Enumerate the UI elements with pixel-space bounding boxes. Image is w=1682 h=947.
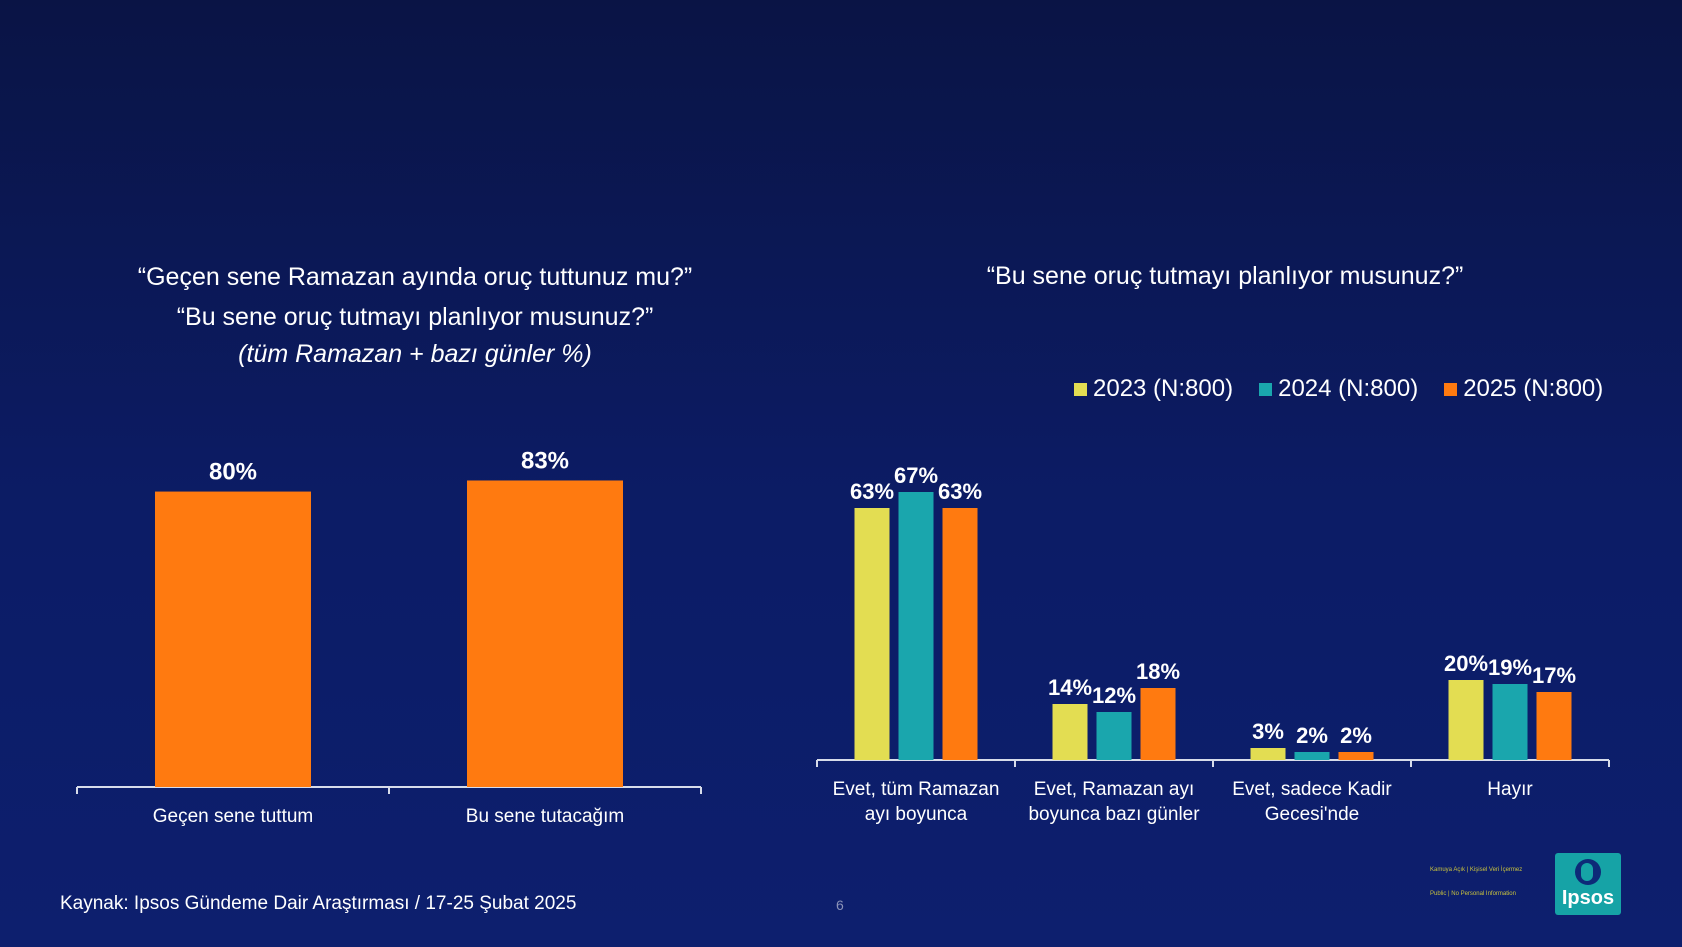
- right-category-label: Evet, sadece Kadir: [1232, 779, 1392, 800]
- left-title-subtitle: (tüm Ramazan + bazı günler %): [238, 340, 592, 368]
- source-note: Kaynak: Ipsos Gündeme Dair Araştırması /…: [60, 893, 577, 914]
- right-bar-2024: [1096, 712, 1132, 760]
- logo-mark-icon: [1575, 859, 1601, 885]
- left-chart-title: “Geçen sene Ramazan ayında oruç tuttunuz…: [70, 257, 760, 371]
- right-bar-data-label: 14%: [1048, 675, 1092, 700]
- legend-swatch-2025: [1444, 382, 1458, 396]
- legend-item-2023: 2023 (N:800): [1074, 375, 1233, 403]
- right-bar-2024: [898, 492, 934, 760]
- right-category-label: ayı boyunca: [865, 804, 968, 825]
- left-title-line-2: “Bu sene oruç tutmayı planlıyor musunuz?…: [176, 303, 654, 331]
- right-bar-data-label: 3%: [1252, 719, 1284, 744]
- right-bar-data-label: 20%: [1444, 651, 1488, 676]
- right-bar-2024: [1294, 752, 1330, 760]
- right-bar-2023: [1250, 748, 1286, 760]
- right-bar-data-label: 17%: [1532, 663, 1576, 688]
- legend-swatch-2023: [1074, 382, 1087, 396]
- chart-legend: 2023 (N:800) 2024 (N:800) 2025 (N:800): [1074, 375, 1603, 403]
- right-bar-data-label: 2%: [1296, 723, 1328, 748]
- right-bar-data-label: 63%: [938, 479, 982, 504]
- classification-tags: Kamuya Açık | Kişisel Veri İçermez Publi…: [1430, 858, 1522, 906]
- right-bar-2023: [854, 508, 890, 760]
- legend-swatch-2024: [1259, 382, 1273, 396]
- right-bar-2025: [1338, 752, 1374, 760]
- right-bar-data-label: 67%: [894, 463, 938, 488]
- legend-label-2025: 2025 (N:800): [1463, 375, 1604, 402]
- classification-tag-en: Public | No Personal Information: [1430, 891, 1516, 897]
- left-bar: [467, 480, 623, 787]
- right-bar-data-label: 63%: [850, 479, 894, 504]
- ipsos-logo: Ipsos: [1555, 853, 1621, 915]
- right-bar-data-label: 18%: [1136, 659, 1180, 684]
- right-bar-data-label: 12%: [1092, 683, 1136, 708]
- right-bar-2025: [1140, 688, 1176, 760]
- left-title-line-1: “Geçen sene Ramazan ayında oruç tuttunuz…: [137, 263, 693, 291]
- left-bar: [155, 491, 311, 787]
- right-bar-2023: [1448, 680, 1484, 760]
- left-category-label: Bu sene tutacağım: [466, 806, 624, 827]
- legend-label-2023: 2023 (N:800): [1093, 375, 1234, 402]
- right-chart-title: “Bu sene oruç tutmayı planlıyor musunuz?…: [986, 262, 1464, 290]
- right-category-label: Hayır: [1487, 779, 1533, 800]
- right-category-label: boyunca bazı günler: [1028, 804, 1200, 825]
- right-bar-2025: [942, 508, 978, 760]
- left-category-label: Geçen sene tuttum: [153, 806, 314, 827]
- right-bar-data-label: 19%: [1488, 655, 1532, 680]
- right-category-label: Evet, Ramazan ayı: [1034, 779, 1195, 800]
- legend-item-2024: 2024 (N:800): [1259, 375, 1418, 403]
- right-bar-data-label: 2%: [1340, 723, 1372, 748]
- left-bar-data-label: 80%: [209, 459, 257, 486]
- right-category-label: Evet, tüm Ramazan: [833, 779, 1000, 800]
- right-bar-2025: [1536, 692, 1572, 760]
- classification-tag-tr: Kamuya Açık | Kişisel Veri İçermez: [1430, 867, 1523, 873]
- legend-item-2025: 2025 (N:800): [1444, 375, 1603, 403]
- right-bar-2024: [1492, 684, 1528, 760]
- left-bar-data-label: 83%: [521, 447, 569, 474]
- logo-wordmark: Ipsos: [1561, 887, 1615, 909]
- right-category-label: Gecesi'nde: [1265, 804, 1359, 825]
- page-number: 6: [836, 897, 844, 913]
- right-bar-2023: [1052, 704, 1088, 760]
- legend-label-2024: 2024 (N:800): [1278, 375, 1419, 402]
